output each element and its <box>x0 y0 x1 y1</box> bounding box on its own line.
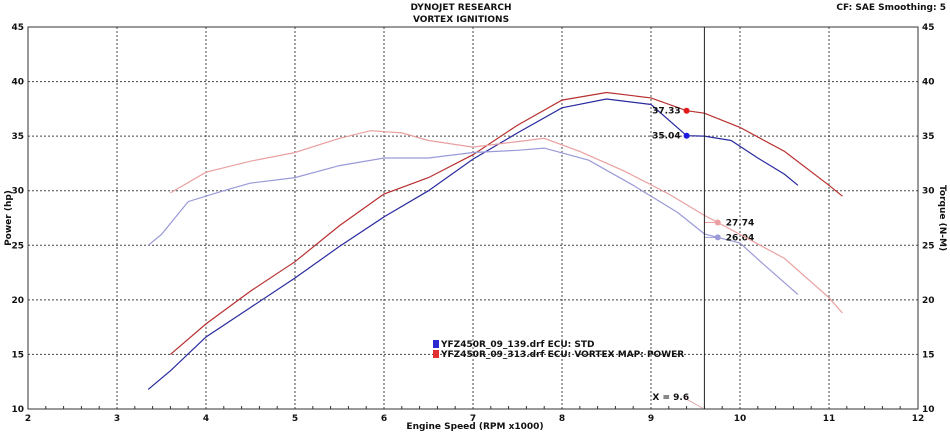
legend-swatch-std <box>433 340 439 348</box>
series-line <box>170 91 843 355</box>
x-tick-label: 12 <box>912 414 925 424</box>
y2-tick-label: 45 <box>922 23 935 33</box>
y-tick-label: 45 <box>11 23 24 33</box>
y-tick-label: 35 <box>11 132 24 142</box>
marker-value: 26.04 <box>726 233 754 243</box>
x-tick-label: 9 <box>648 414 654 424</box>
legend-vortex: YFZ450R_09_313.drf ECU: VORTEX MAP: POWE… <box>440 350 684 360</box>
correction-info: CF: SAE Smoothing: 5 <box>836 3 946 13</box>
y2-tick-label: 30 <box>922 187 935 197</box>
y2-axis-label: Torque (N-M) <box>937 185 947 251</box>
chart-subtitle: VORTEX IGNITIONS <box>413 15 509 25</box>
x-axis-label: Engine Speed (RPM x1000) <box>406 422 543 432</box>
y2-tick-label: 20 <box>922 296 935 306</box>
y-tick-label: 10 <box>11 405 24 415</box>
x-tick-label: 11 <box>823 414 836 424</box>
y-tick-label: 15 <box>11 350 24 360</box>
x-tick-label: 7 <box>470 414 476 424</box>
x-tick-label: 4 <box>203 414 209 424</box>
y-tick-label: 25 <box>11 241 24 251</box>
series-line <box>170 130 843 314</box>
x-tick-label: 8 <box>559 414 565 424</box>
cursor-label: X = 9.6 <box>652 393 689 403</box>
y2-tick-label: 35 <box>922 132 935 142</box>
x-tick-label: 6 <box>381 414 387 424</box>
series-line <box>147 98 799 390</box>
chart-title: DYNOJET RESEARCH <box>410 3 511 13</box>
series-marker <box>714 219 721 226</box>
grid <box>28 27 918 409</box>
marker-value: 35.04 <box>652 132 680 142</box>
legend-std: YFZ450R_09_139.drf ECU: STD <box>440 340 594 350</box>
x-tick-label: 5 <box>292 414 298 424</box>
marker-value: 37.33 <box>652 107 680 117</box>
marker-value: 27.74 <box>726 219 754 229</box>
series-marker <box>714 234 721 241</box>
x-tick-label: 2 <box>25 414 31 424</box>
y2-tick-label: 10 <box>922 405 935 415</box>
y-tick-label: 40 <box>11 78 24 88</box>
plot-frame <box>27 26 919 410</box>
series-group: 35.04 37.33 26.04 27.74 <box>147 91 843 409</box>
y-tick-label: 20 <box>11 296 24 306</box>
y-axis-label: Power (hp) <box>4 190 14 246</box>
x-tick-label: 10 <box>734 414 747 424</box>
y2-tick-label: 25 <box>922 241 935 251</box>
cursor-label-leader <box>684 397 703 409</box>
y2-tick-label: 40 <box>922 78 935 88</box>
y-tick-label: 30 <box>11 187 24 197</box>
y2-tick-label: 15 <box>922 350 935 360</box>
x-tick-label: 3 <box>114 414 120 424</box>
series-marker <box>683 107 690 114</box>
legend-swatch-vortex <box>433 350 439 358</box>
legend: YFZ450R_09_139.drf ECU: STD YFZ450R_09_3… <box>433 340 684 360</box>
series-marker <box>683 132 690 139</box>
